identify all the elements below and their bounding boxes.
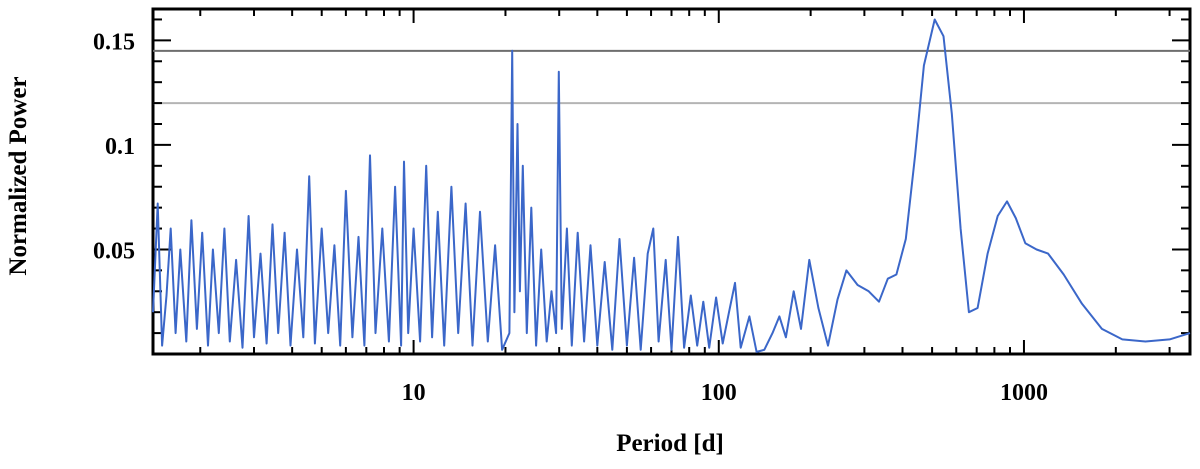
x-tick-label: 10 <box>402 380 426 406</box>
x-tick-labels: 10 100 1000 <box>402 380 1048 406</box>
y-axis-label: Normalized Power <box>5 76 32 275</box>
y-tick-label: 0.15 <box>93 29 135 55</box>
x-tick-label: 100 <box>701 380 737 406</box>
power-series-line <box>152 18 1191 353</box>
y-tick-labels: 0.05 0.1 0.15 <box>93 29 135 264</box>
threshold-lines <box>153 49 1190 105</box>
y-tick-label: 0.05 <box>93 238 135 264</box>
x-tick-label: 1000 <box>1000 380 1048 406</box>
x-axis-label: Period [d] <box>616 430 724 457</box>
y-tick-label: 0.1 <box>105 134 135 160</box>
